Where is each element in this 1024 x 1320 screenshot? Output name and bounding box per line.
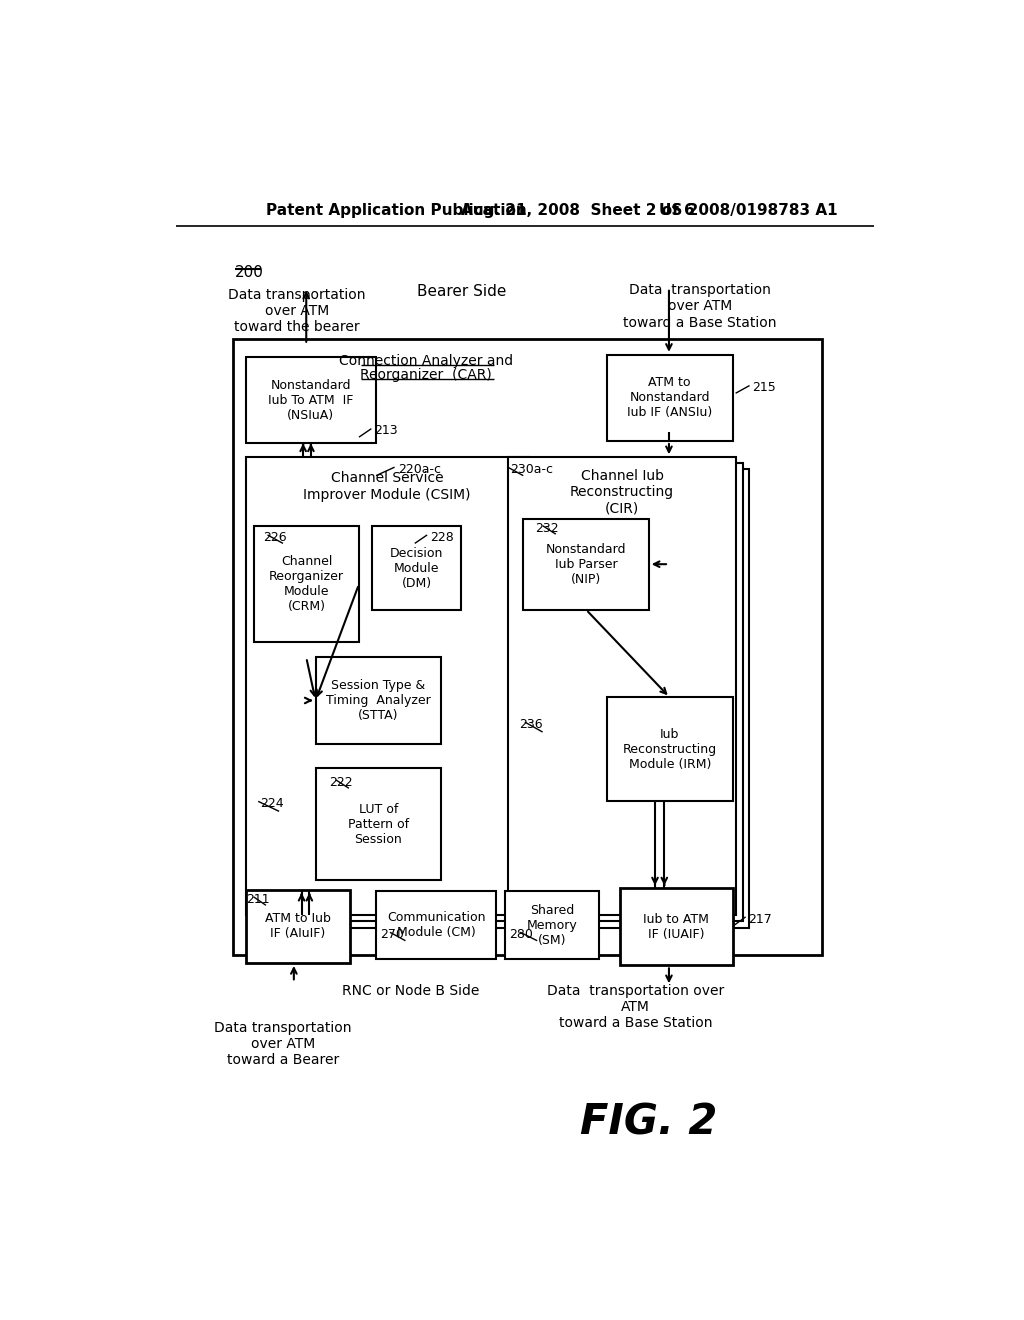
Bar <box>607 697 732 801</box>
Text: 220a-c: 220a-c <box>397 463 440 477</box>
Bar <box>315 768 441 880</box>
Text: RNC or Node B Side: RNC or Node B Side <box>342 983 479 998</box>
Bar <box>246 890 350 964</box>
Text: Data transportation
over ATM
toward a Bearer: Data transportation over ATM toward a Be… <box>214 1020 352 1067</box>
Text: Bearer Side: Bearer Side <box>417 284 506 298</box>
Bar <box>315 657 441 743</box>
Text: Channel Service
Improver Module (CSIM): Channel Service Improver Module (CSIM) <box>303 471 471 502</box>
Text: 222: 222 <box>330 776 353 788</box>
Text: Iub to ATM
IF (IUAIF): Iub to ATM IF (IUAIF) <box>643 913 710 941</box>
Bar <box>254 527 359 642</box>
Bar <box>520 470 749 928</box>
Text: ATM to Iub
IF (AIuIF): ATM to Iub IF (AIuIF) <box>265 912 331 940</box>
Text: Connection Analyzer and: Connection Analyzer and <box>339 354 513 368</box>
Bar <box>246 457 528 915</box>
Text: 213: 213 <box>375 425 398 437</box>
Text: Nonstandard
Iub To ATM  IF
(NSIuA): Nonstandard Iub To ATM IF (NSIuA) <box>268 379 353 421</box>
Text: FIG. 2: FIG. 2 <box>581 1101 718 1143</box>
Text: 270: 270 <box>380 928 403 941</box>
Bar <box>607 355 732 441</box>
Text: LUT of
Pattern of
Session: LUT of Pattern of Session <box>348 803 409 846</box>
Text: 230a-c: 230a-c <box>510 463 553 477</box>
Text: 232: 232 <box>535 521 558 535</box>
Text: 226: 226 <box>263 531 288 544</box>
Bar <box>258 470 541 928</box>
Text: 200: 200 <box>234 265 264 280</box>
Text: 217: 217 <box>748 912 772 925</box>
Text: 215: 215 <box>752 381 775 395</box>
Text: Channel
Reorganizer
Module
(CRM): Channel Reorganizer Module (CRM) <box>269 556 344 614</box>
Bar <box>252 463 535 921</box>
Text: Iub
Reconstructing
Module (IRM): Iub Reconstructing Module (IRM) <box>623 727 717 771</box>
Text: 224: 224 <box>260 797 284 810</box>
Bar <box>505 891 599 960</box>
Text: Data  transportation
over ATM
toward a Base Station: Data transportation over ATM toward a Ba… <box>624 284 776 330</box>
Bar <box>372 527 461 610</box>
Text: 211: 211 <box>247 892 270 906</box>
Text: Nonstandard
Iub Parser
(NIP): Nonstandard Iub Parser (NIP) <box>546 543 627 586</box>
Text: Decision
Module
(DM): Decision Module (DM) <box>390 546 443 590</box>
Text: 236: 236 <box>519 718 543 731</box>
Text: US 2008/0198783 A1: US 2008/0198783 A1 <box>658 203 838 218</box>
Text: ATM to
Nonstandard
Iub IF (ANSIu): ATM to Nonstandard Iub IF (ANSIu) <box>627 376 713 420</box>
Text: 280: 280 <box>509 928 534 941</box>
Text: Data transportation
over ATM
toward the bearer: Data transportation over ATM toward the … <box>228 288 366 334</box>
Text: Session Type &
Timing  Analyzer
(STTA): Session Type & Timing Analyzer (STTA) <box>326 678 431 722</box>
Bar <box>508 457 736 915</box>
Text: Communication
Module (CM): Communication Module (CM) <box>387 911 485 940</box>
Text: Aug. 21, 2008  Sheet 2 of 6: Aug. 21, 2008 Sheet 2 of 6 <box>461 203 695 218</box>
Bar <box>376 891 496 960</box>
Text: Shared
Memory
(SM): Shared Memory (SM) <box>526 904 578 946</box>
Bar <box>523 519 649 610</box>
Bar <box>246 358 376 444</box>
Text: 228: 228 <box>430 531 454 544</box>
Text: Channel Iub
Reconstructing
(CIR): Channel Iub Reconstructing (CIR) <box>570 469 674 515</box>
Bar <box>232 339 821 956</box>
Bar <box>621 888 732 965</box>
Text: Data  transportation over
ATM
toward a Base Station: Data transportation over ATM toward a Ba… <box>547 983 724 1030</box>
Text: Patent Application Publication: Patent Application Publication <box>266 203 526 218</box>
Bar <box>514 463 742 921</box>
Text: Reorganizer  (CAR): Reorganizer (CAR) <box>360 368 493 381</box>
